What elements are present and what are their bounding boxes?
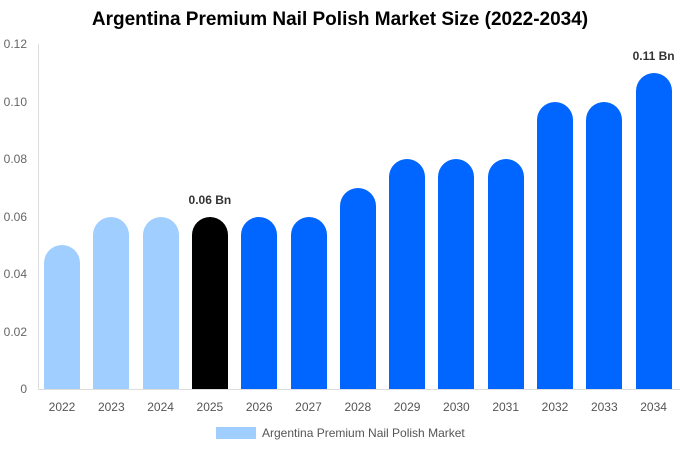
- data-label: 0.06 Bn: [188, 192, 232, 207]
- y-tick-label: 0.12: [3, 37, 27, 51]
- bar-2025[interactable]: [191, 216, 228, 389]
- y-tick-label: 0.02: [3, 324, 27, 339]
- bar-2032[interactable]: [537, 101, 573, 389]
- legend: Argentina Premium Nail Polish Market: [216, 426, 465, 440]
- legend-label: Argentina Premium Nail Polish Market: [262, 426, 465, 440]
- chart-title: Argentina Premium Nail Polish Market Siz…: [91, 9, 589, 30]
- x-tick-label: 2034: [640, 400, 667, 414]
- x-axis-line: [38, 389, 680, 390]
- x-tick-label: 2030: [443, 400, 470, 414]
- x-tick-label: 2027: [295, 400, 322, 414]
- bar-2026[interactable]: [241, 216, 278, 389]
- bar-2024[interactable]: [142, 216, 179, 389]
- x-tick-label: 2022: [48, 400, 76, 414]
- y-tick-label: 0.10: [3, 94, 27, 109]
- x-tick-label: 2025: [196, 400, 224, 414]
- x-tick-label: 2029: [393, 400, 421, 414]
- y-tick-label: 0.06: [3, 209, 27, 224]
- x-tick-label: 2032: [541, 400, 569, 414]
- data-label: 0.11 Bn: [632, 48, 675, 63]
- bar-2031[interactable]: [487, 159, 524, 389]
- bar-2029[interactable]: [389, 159, 426, 389]
- x-tick-label: 2028: [344, 400, 372, 414]
- x-tick-label: 2033: [590, 400, 618, 414]
- bar-2030[interactable]: [438, 159, 475, 389]
- x-tick-label: 2031: [492, 400, 520, 414]
- x-tick-label: 2024: [147, 400, 174, 414]
- y-tick-label: 0.08: [3, 152, 27, 166]
- bar-2023[interactable]: [93, 216, 130, 389]
- bar-2022[interactable]: [44, 245, 80, 389]
- y-tick-label: 0: [20, 382, 27, 396]
- bar-2033[interactable]: [586, 101, 623, 389]
- legend-swatch: [216, 427, 256, 439]
- bar-2028[interactable]: [339, 187, 376, 389]
- bar-2034[interactable]: [635, 72, 672, 389]
- y-axis-line: [38, 44, 39, 390]
- bar-2027[interactable]: [290, 216, 327, 389]
- x-tick-label: 2023: [97, 400, 125, 414]
- x-tick-label: 2026: [245, 400, 273, 414]
- y-tick-label: 0.04: [3, 267, 27, 281]
